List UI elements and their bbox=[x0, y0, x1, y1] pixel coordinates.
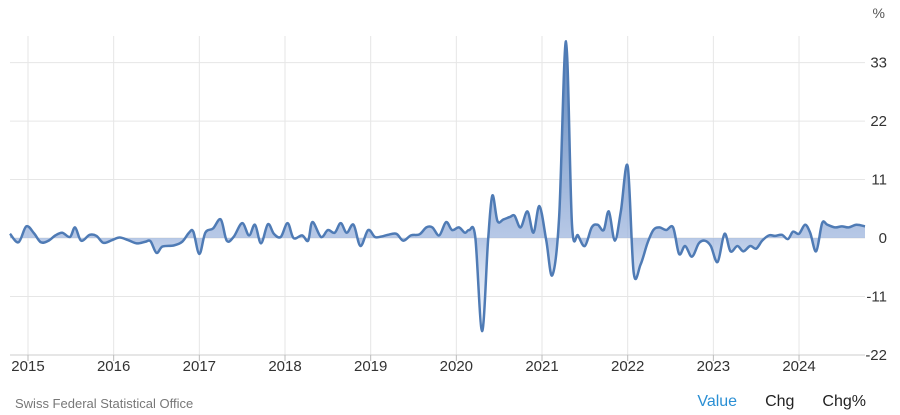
x-tick-label: 2017 bbox=[183, 358, 216, 375]
source-label: Swiss Federal Statistical Office bbox=[15, 396, 194, 411]
view-tabs: Value Chg Chg% bbox=[669, 393, 866, 411]
y-tick-label: 11 bbox=[871, 172, 887, 189]
series-line bbox=[9, 40, 866, 333]
area-series bbox=[9, 40, 866, 333]
x-tick-label: 2018 bbox=[268, 358, 301, 375]
y-tick-label: 0 bbox=[879, 230, 887, 247]
y-tick-label: 22 bbox=[870, 113, 887, 130]
x-tick-label: 2021 bbox=[525, 358, 558, 375]
y-tick-label: -11 bbox=[866, 289, 887, 306]
series-area-fill bbox=[10, 41, 865, 332]
y-tick-label: 33 bbox=[870, 55, 887, 72]
x-tick-label: 2016 bbox=[97, 358, 130, 375]
footer: Swiss Federal Statistical Office Value C… bbox=[0, 393, 900, 415]
tab-chg-percent[interactable]: Chg% bbox=[822, 393, 866, 410]
tab-value[interactable]: Value bbox=[697, 393, 738, 410]
x-tick-label: 2022 bbox=[611, 358, 644, 375]
grid bbox=[10, 36, 865, 356]
x-tick-label: 2019 bbox=[354, 358, 387, 375]
x-tick-label: 2023 bbox=[697, 358, 730, 375]
chart-area: 33 22 11 0 -11 -22 2015 2016 2017 2018 2019 2020 202… bbox=[9, 5, 887, 375]
y-tick-label: -22 bbox=[865, 347, 887, 364]
unit-label: % bbox=[873, 5, 885, 21]
x-tick-label: 2020 bbox=[440, 358, 473, 375]
axes: 33 22 11 0 -11 -22 2015 2016 2017 2018 2019 2020 202… bbox=[10, 55, 887, 375]
x-tick-label: 2015 bbox=[11, 358, 44, 375]
x-tick-label: 2024 bbox=[782, 358, 815, 375]
tab-chg[interactable]: Chg bbox=[765, 393, 795, 410]
